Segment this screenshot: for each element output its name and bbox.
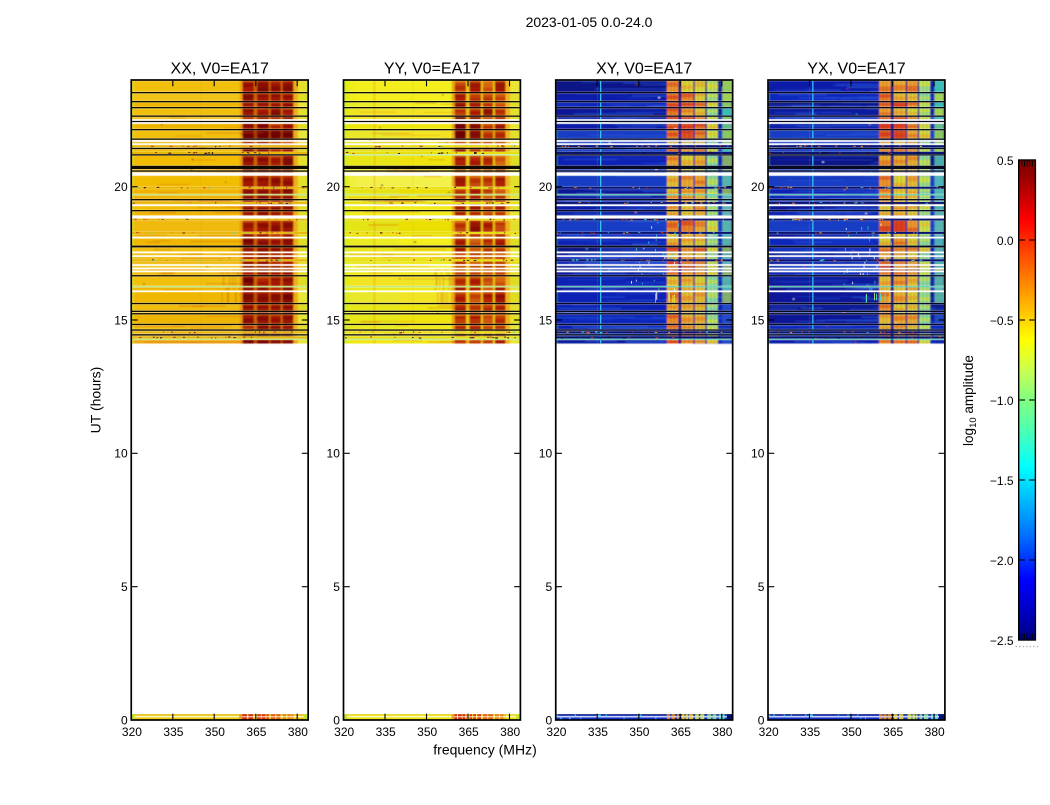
svg-text:5: 5 — [545, 580, 552, 594]
svg-text:350: 350 — [417, 725, 437, 739]
svg-text:0: 0 — [333, 713, 340, 727]
svg-text:20: 20 — [114, 180, 128, 194]
svg-text:YY, V0=EA17: YY, V0=EA17 — [384, 61, 480, 78]
svg-text:XX, V0=EA17: XX, V0=EA17 — [171, 61, 269, 78]
svg-text:0: 0 — [758, 713, 765, 727]
svg-text:335: 335 — [163, 725, 183, 739]
svg-text:frequency (MHz): frequency (MHz) — [433, 742, 536, 758]
svg-text:2023-01-05 0.0-24.0: 2023-01-05 0.0-24.0 — [526, 14, 653, 30]
svg-text:10: 10 — [751, 447, 765, 461]
svg-text:10: 10 — [327, 447, 341, 461]
svg-text:15: 15 — [327, 313, 341, 327]
svg-text:20: 20 — [751, 180, 765, 194]
svg-text:−1.0: −1.0 — [990, 394, 1014, 408]
svg-text:XY, V0=EA17: XY, V0=EA17 — [596, 61, 692, 78]
svg-text:20: 20 — [327, 180, 341, 194]
svg-text:365: 365 — [459, 725, 479, 739]
svg-text:5: 5 — [758, 580, 765, 594]
svg-text:10: 10 — [539, 447, 553, 461]
svg-text:10: 10 — [114, 447, 128, 461]
svg-text:350: 350 — [842, 725, 862, 739]
svg-text:5: 5 — [121, 580, 128, 594]
svg-text:335: 335 — [376, 725, 396, 739]
svg-text:0: 0 — [545, 713, 552, 727]
svg-text:−2.5: −2.5 — [990, 634, 1014, 648]
svg-text:380: 380 — [500, 725, 520, 739]
svg-text:YX, V0=EA17: YX, V0=EA17 — [807, 61, 905, 78]
svg-text:380: 380 — [712, 725, 732, 739]
svg-text:350: 350 — [205, 725, 225, 739]
svg-text:−2.0: −2.0 — [990, 554, 1014, 568]
svg-text:−1.5: −1.5 — [990, 474, 1014, 488]
svg-text:15: 15 — [539, 313, 553, 327]
svg-text:5: 5 — [333, 580, 340, 594]
svg-text:380: 380 — [925, 725, 945, 739]
svg-text:−0.5: −0.5 — [990, 314, 1014, 328]
svg-text:20: 20 — [539, 180, 553, 194]
svg-text:0.0: 0.0 — [997, 234, 1014, 248]
svg-text:UT (hours): UT (hours) — [88, 367, 104, 434]
svg-text:365: 365 — [883, 725, 903, 739]
svg-text:15: 15 — [751, 313, 765, 327]
svg-text:0.5: 0.5 — [997, 154, 1014, 168]
svg-text:15: 15 — [114, 313, 128, 327]
svg-text:335: 335 — [800, 725, 820, 739]
svg-text:350: 350 — [629, 725, 649, 739]
svg-text:335: 335 — [588, 725, 608, 739]
svg-text:0: 0 — [121, 713, 128, 727]
svg-text:365: 365 — [671, 725, 691, 739]
svg-text:365: 365 — [246, 725, 266, 739]
svg-text:380: 380 — [288, 725, 308, 739]
